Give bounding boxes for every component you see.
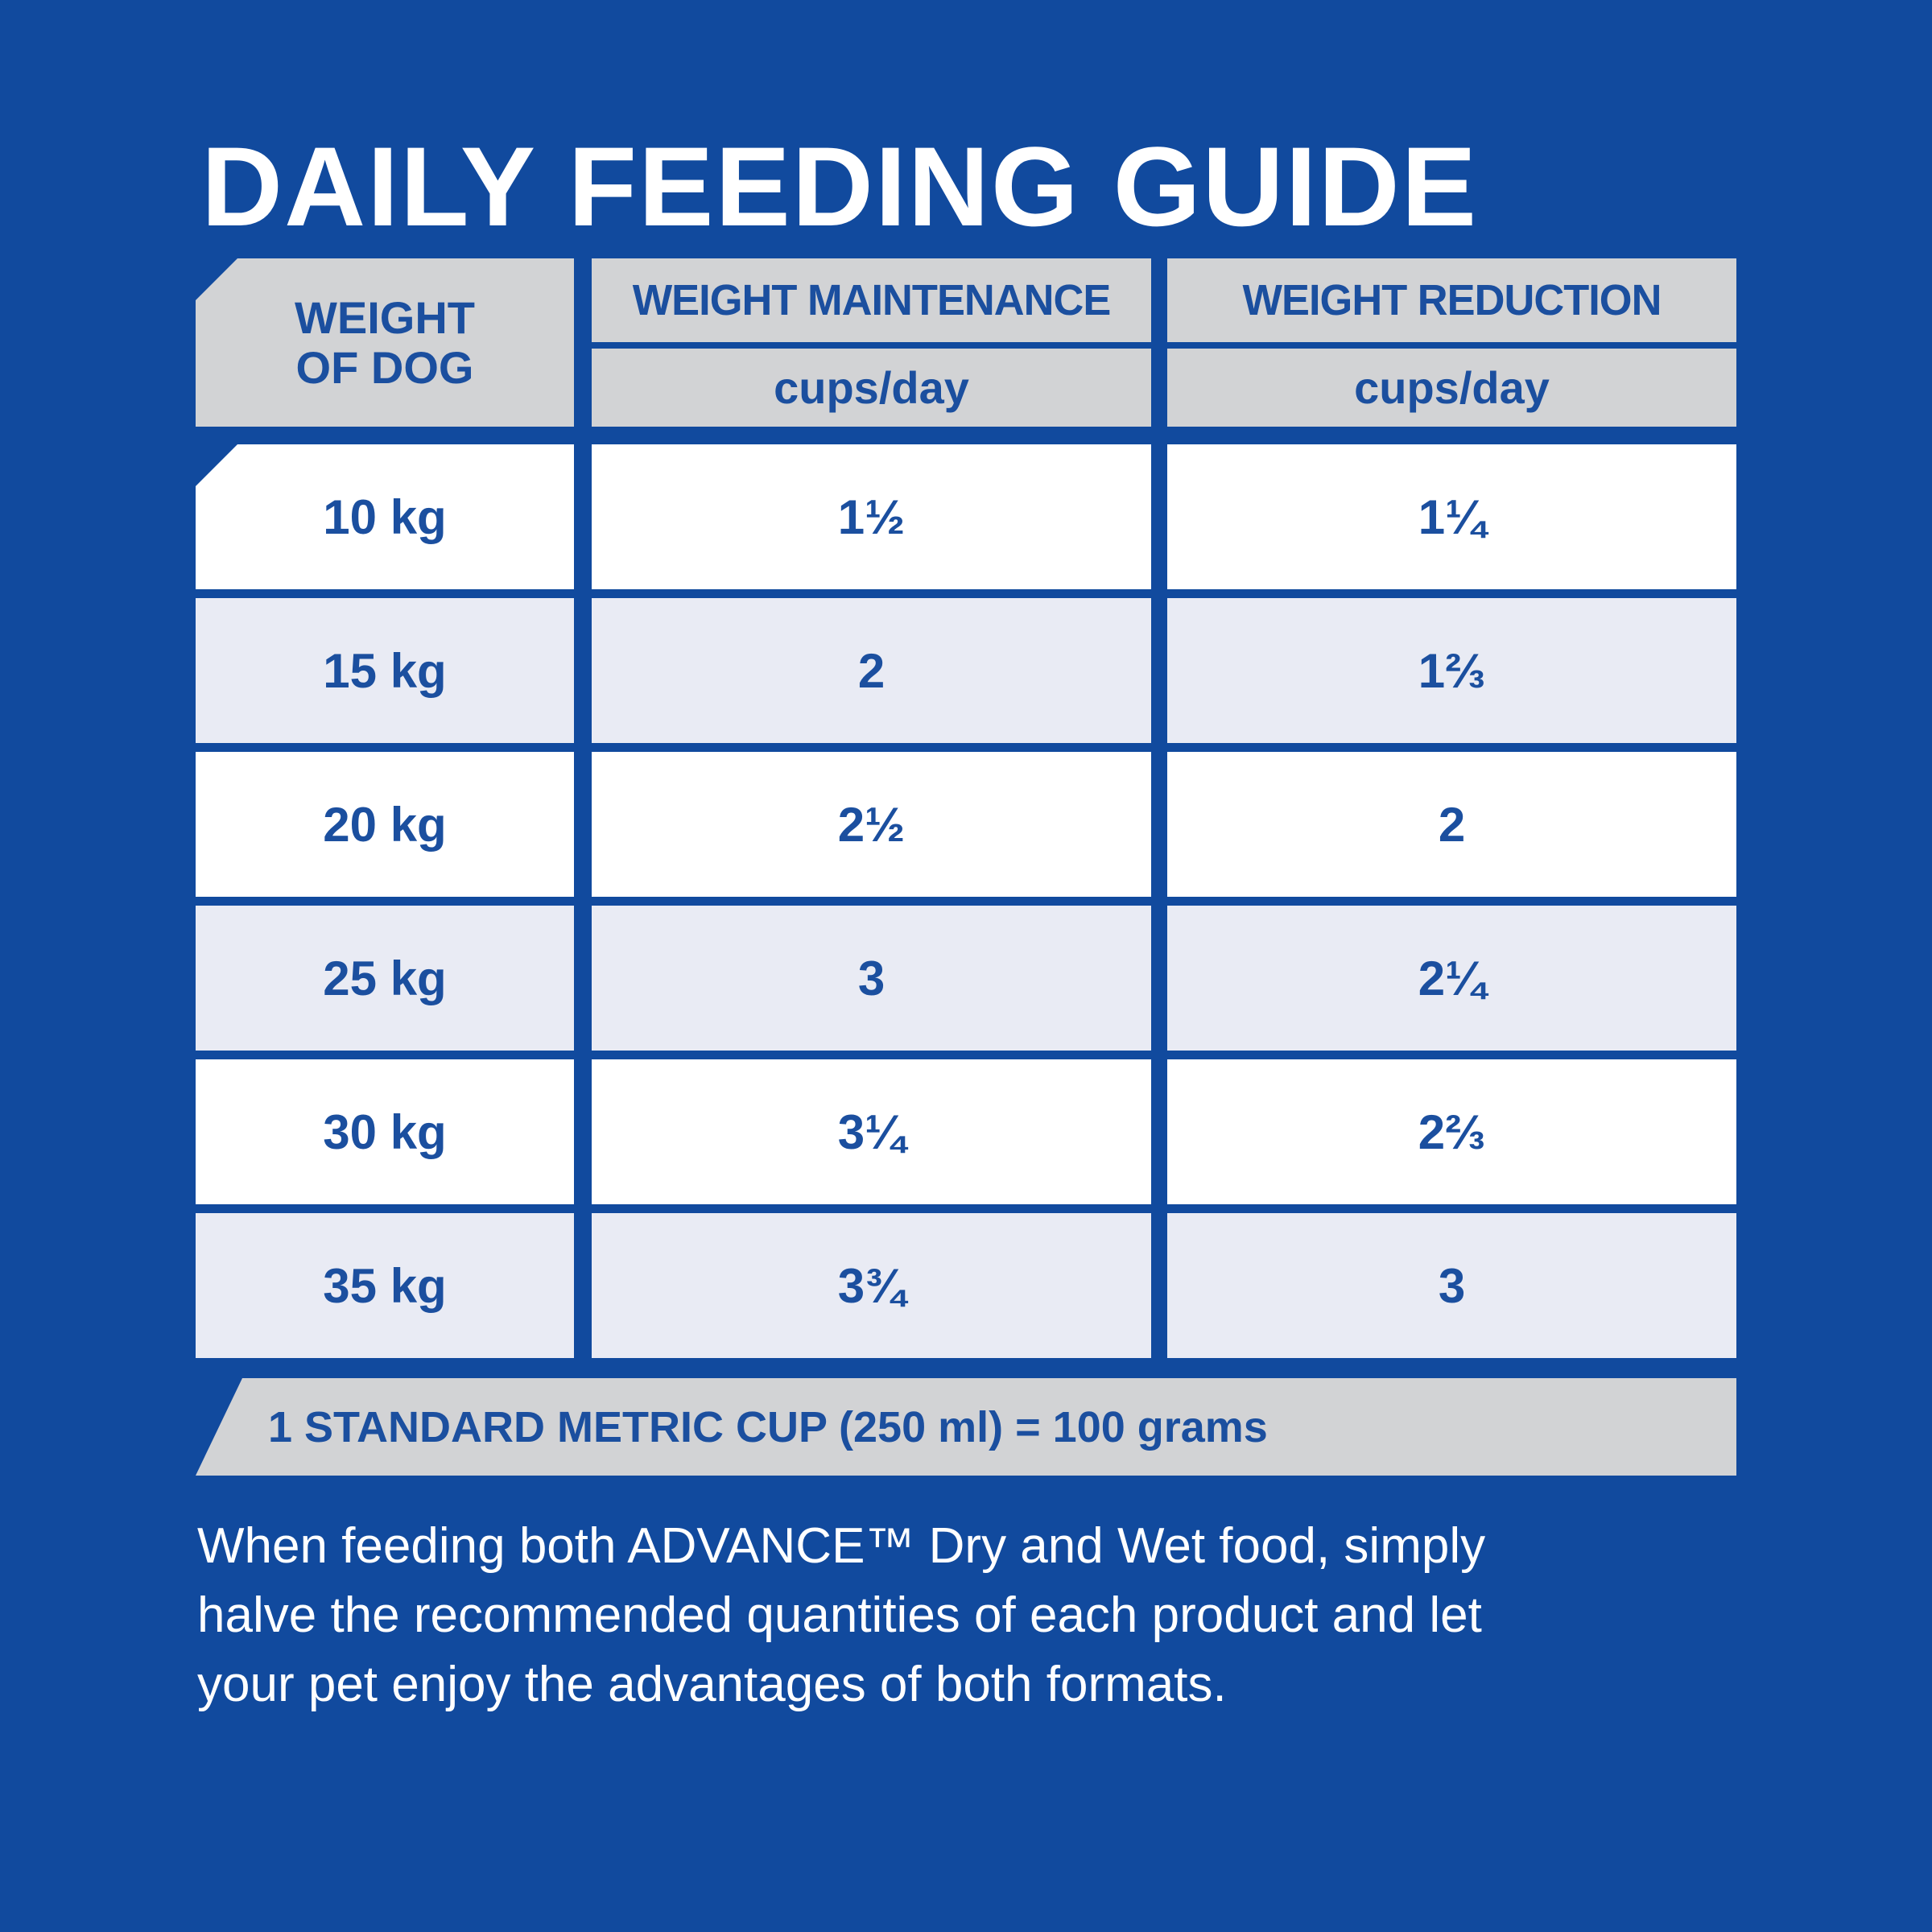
maintenance-cell-0: 1½ — [592, 444, 1151, 589]
weight-cell-5: 35 kg — [196, 1213, 574, 1358]
reduction-cell-5: 3 — [1167, 1213, 1736, 1358]
note-text: When feeding both ADVANCE™ Dry and Wet f… — [197, 1512, 1485, 1719]
unit-label-maintenance: cups/day — [774, 362, 969, 413]
weight-cell-1: 15 kg — [196, 598, 574, 743]
header-weight-of-dog-line1: WEIGHT — [295, 291, 475, 343]
maintenance-cell-1: 2 — [592, 598, 1151, 743]
header-divider — [1167, 342, 1736, 349]
weight-cell-3: 25 kg — [196, 906, 574, 1051]
header-cell-weight-reduction: WEIGHT REDUCTION cups/day — [1167, 258, 1736, 427]
note-line: your pet enjoy the advantages of both fo… — [197, 1657, 1227, 1712]
weight-cell-0: 10 kg — [196, 444, 574, 589]
page-title: DAILY FEEDING GUIDE — [201, 123, 1479, 250]
footnote-bar: 1 STANDARD METRIC CUP (250 ml) = 100 gra… — [196, 1378, 1736, 1476]
maintenance-cell-4: 3¼ — [592, 1059, 1151, 1204]
reduction-cell-3: 2¼ — [1167, 906, 1736, 1051]
reduction-cell-0: 1¼ — [1167, 444, 1736, 589]
header-cell-weight-of-dog: WEIGHT OF DOG — [196, 258, 574, 427]
header-weight-maintenance-label: WEIGHT MAINTENANCE — [632, 276, 1112, 324]
reduction-cell-2: 2 — [1167, 752, 1736, 897]
note-line: halve the recommended quantities of each… — [197, 1587, 1482, 1643]
footnote-text: 1 STANDARD METRIC CUP (250 ml) = 100 gra… — [268, 1402, 1268, 1451]
header-divider — [592, 342, 1151, 349]
maintenance-cell-5: 3¾ — [592, 1213, 1151, 1358]
header-cell-weight-maintenance: WEIGHT MAINTENANCE cups/day — [592, 258, 1151, 427]
reduction-cell-1: 1⅔ — [1167, 598, 1736, 743]
note-line: When feeding both ADVANCE™ Dry and Wet f… — [197, 1518, 1486, 1574]
header-weight-reduction-label: WEIGHT REDUCTION — [1242, 276, 1662, 324]
maintenance-cell-2: 2½ — [592, 752, 1151, 897]
unit-label-reduction: cups/day — [1354, 362, 1550, 413]
feeding-table: WEIGHT OF DOG WEIGHT MAINTENANCE cups/da… — [196, 258, 1736, 1358]
reduction-cell-4: 2⅔ — [1167, 1059, 1736, 1204]
weight-cell-4: 30 kg — [196, 1059, 574, 1204]
weight-cell-2: 20 kg — [196, 752, 574, 897]
maintenance-cell-3: 3 — [592, 906, 1151, 1051]
header-weight-of-dog-line2: OF DOG — [295, 341, 474, 393]
